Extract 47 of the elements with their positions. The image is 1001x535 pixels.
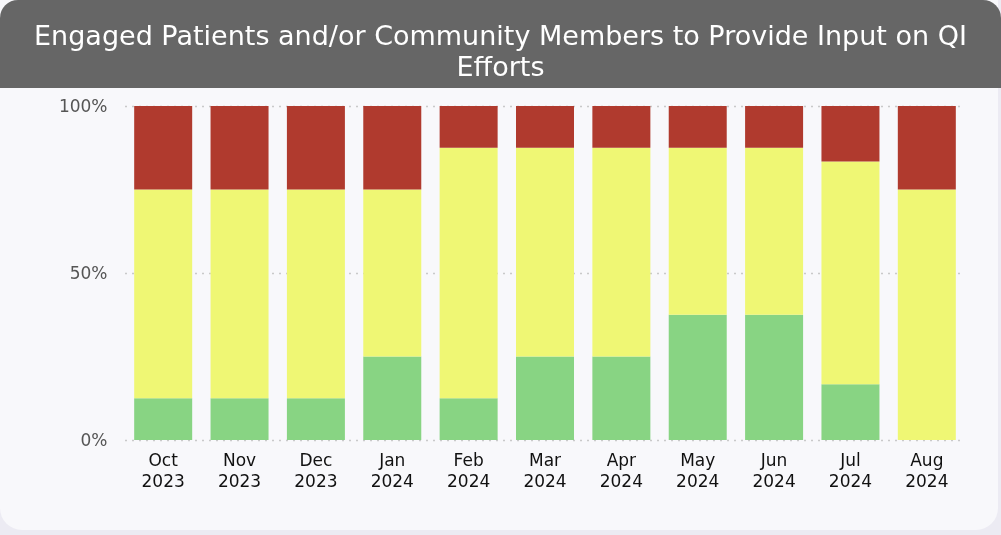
- y-tick-label: 0%: [80, 429, 108, 450]
- bar: [286, 398, 345, 440]
- bar: [516, 147, 574, 357]
- bar: [439, 398, 498, 440]
- bar: [439, 147, 498, 399]
- bar: [592, 106, 651, 148]
- x-tick-label: Apr 2024: [599, 449, 643, 491]
- x-tick-label: Mar 2024: [523, 449, 567, 491]
- bar: [897, 189, 956, 440]
- x-tick-label: Jun 2024: [752, 449, 796, 491]
- bar: [134, 106, 193, 190]
- bar: [821, 106, 880, 162]
- x-tick-label: Jul 2024: [828, 449, 873, 491]
- chart-title: Engaged Patients and/or Community Members to Provide Input on QI Efforts: [0, 0, 1001, 88]
- x-tick-label: Dec 2023: [294, 449, 338, 491]
- bar: [897, 106, 956, 190]
- x-tick-label: Nov 2023: [217, 449, 262, 491]
- bar: [592, 356, 651, 440]
- bar: [286, 189, 345, 399]
- bar: [668, 106, 727, 148]
- bar: [363, 106, 422, 190]
- bar: [134, 189, 193, 399]
- bar: [668, 314, 727, 440]
- bar: [363, 189, 422, 357]
- bar: [134, 398, 193, 440]
- bar: [821, 161, 880, 385]
- bar: [668, 147, 727, 315]
- x-tick-label: Aug 2024: [905, 449, 949, 491]
- bar: [821, 384, 880, 440]
- bar: [592, 147, 651, 357]
- bar: [286, 106, 345, 190]
- x-tick-label: Oct 2023: [141, 449, 185, 491]
- bar: [210, 106, 269, 190]
- x-tick-label: Feb 2024: [447, 449, 491, 491]
- bar: [439, 106, 498, 148]
- x-tick-label: Jan 2024: [370, 449, 414, 491]
- bar: [516, 106, 574, 148]
- bar: [210, 398, 269, 440]
- bar: [363, 356, 422, 440]
- bar: [745, 314, 804, 440]
- bar: [745, 106, 804, 148]
- bar: [745, 147, 804, 315]
- y-tick-label: 50%: [69, 262, 108, 283]
- bar: [516, 356, 574, 440]
- bar: [210, 189, 269, 399]
- y-tick-label: 100%: [58, 95, 108, 116]
- x-tick-label: May 2024: [676, 449, 720, 491]
